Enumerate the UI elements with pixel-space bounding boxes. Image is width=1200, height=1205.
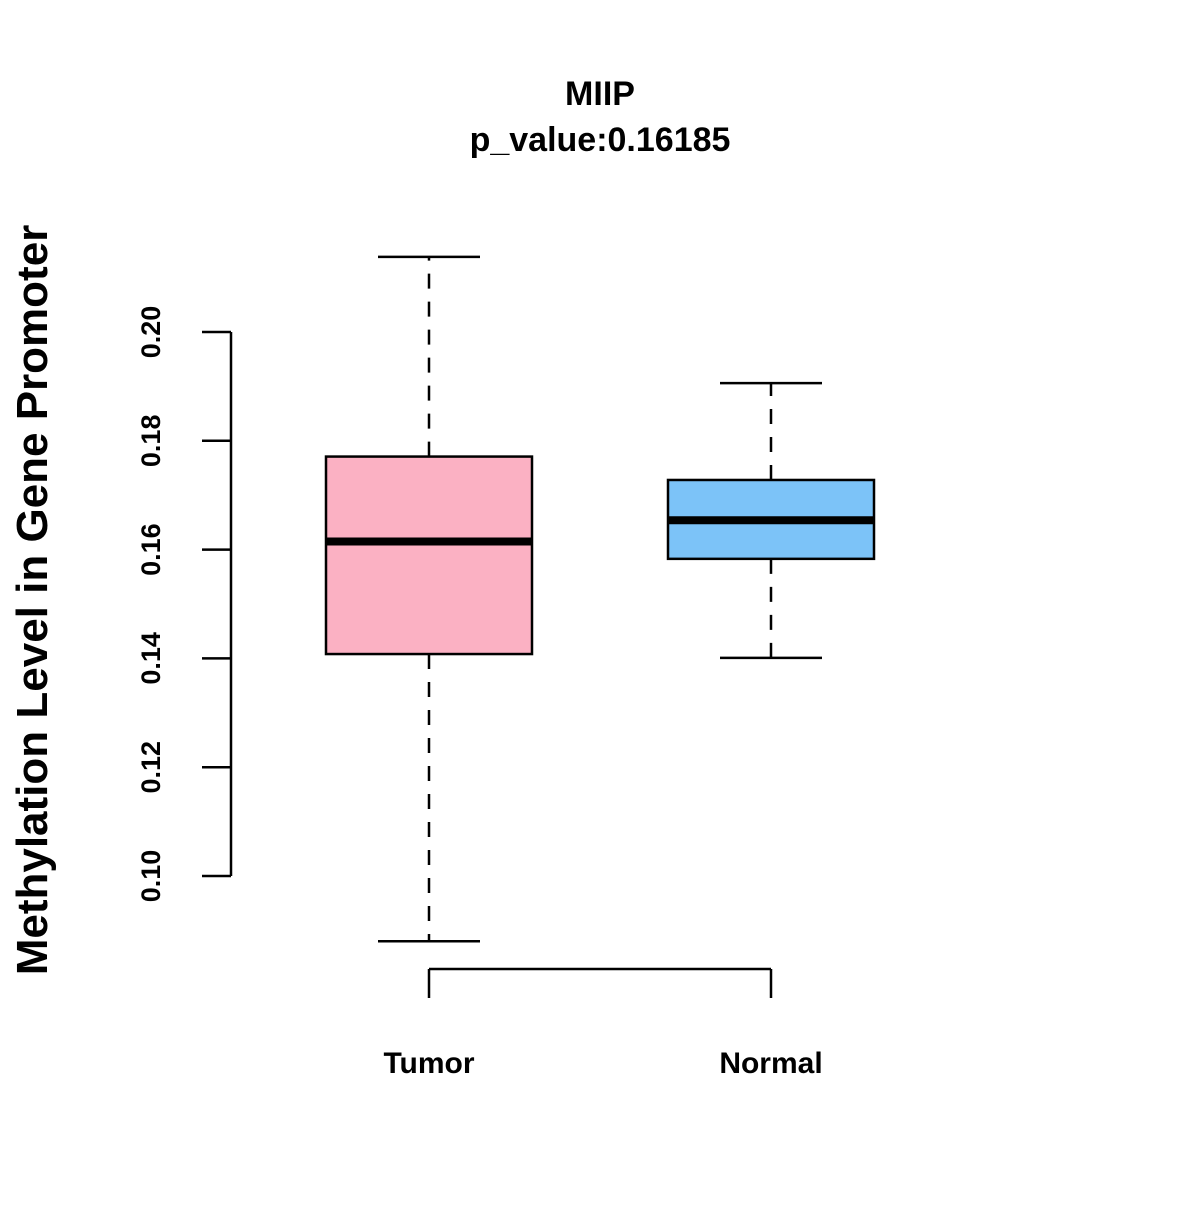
chart-title: MIIP [565, 75, 635, 113]
y-tick-label: 0.12 [136, 741, 166, 794]
y-axis: 0.10 0.12 0.14 0.16 0.18 0.20 [136, 306, 233, 903]
y-tick-label: 0.16 [136, 523, 166, 576]
x-tick-label-tumor: Tumor [383, 1047, 474, 1080]
boxes [324, 255, 876, 943]
box-iqr [324, 455, 534, 656]
box-tumor [324, 255, 534, 943]
y-tick-label: 0.10 [136, 850, 166, 903]
x-tick-label-normal: Normal [719, 1047, 822, 1080]
y-tick-label: 0.18 [136, 415, 166, 468]
y-tick-label: 0.20 [136, 306, 166, 359]
box-normal [666, 381, 876, 660]
x-axis: Tumor Normal [383, 967, 823, 1080]
y-tick-label: 0.14 [136, 632, 166, 685]
y-axis-label: Methylation Level in Gene Promoter [8, 225, 57, 976]
chart-subtitle: p_value:0.16185 [470, 121, 731, 159]
